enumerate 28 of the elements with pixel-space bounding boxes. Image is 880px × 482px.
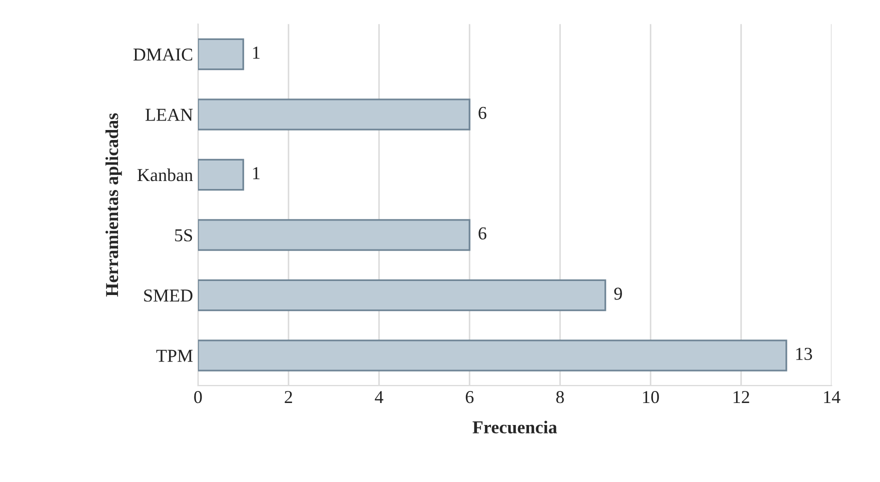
x-tick-label: 8 xyxy=(556,390,564,404)
x-tick-label: 10 xyxy=(643,390,659,404)
bar xyxy=(198,98,470,130)
bar xyxy=(198,38,244,70)
y-tick-label: DMAIC xyxy=(133,48,192,61)
data-label: 13 xyxy=(796,348,812,360)
y-axis-title: Herramientas aplicadas xyxy=(105,113,122,297)
data-label: 1 xyxy=(253,167,260,180)
bar xyxy=(198,219,470,251)
data-label: 1 xyxy=(253,46,260,59)
x-tick-label: 6 xyxy=(466,391,474,404)
y-tick-label: Kanban xyxy=(138,168,193,182)
x-tick-label: 0 xyxy=(194,390,202,404)
x-tick-label: 4 xyxy=(374,391,384,403)
bar xyxy=(198,279,606,312)
data-label: 6 xyxy=(478,106,486,119)
y-tick-label: 5S xyxy=(175,229,192,242)
x-tick-label: 2 xyxy=(284,391,292,403)
data-label: 9 xyxy=(614,288,622,300)
y-tick-label: TPM xyxy=(156,350,193,362)
x-tick-label: 14 xyxy=(824,391,840,403)
data-label: 6 xyxy=(478,227,486,240)
y-tick-label: SMED xyxy=(144,290,192,302)
x-tick-label: 12 xyxy=(734,391,750,403)
bar xyxy=(198,340,788,372)
x-axis-title: Frecuencia xyxy=(472,420,557,434)
bar xyxy=(198,158,244,191)
y-tick-label: LEAN xyxy=(146,108,193,121)
